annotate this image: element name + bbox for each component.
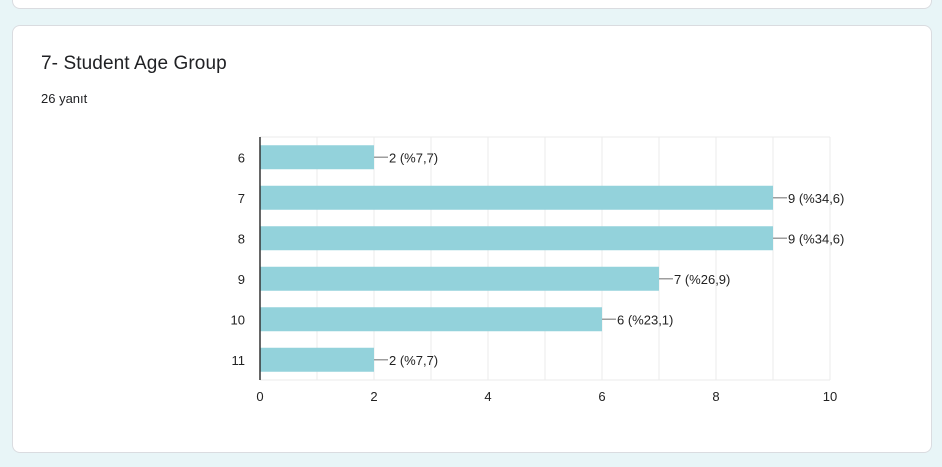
y-tick-label: 8 (238, 231, 245, 246)
y-tick-label: 11 (232, 353, 246, 368)
x-tick-label: 4 (484, 389, 491, 404)
y-tick-label: 7 (238, 191, 245, 206)
data-label: 2 (%7,7) (389, 150, 438, 165)
data-label: 9 (%34,6) (788, 231, 844, 246)
x-tick-label: 2 (370, 389, 377, 404)
x-tick-label: 10 (823, 389, 837, 404)
bar[interactable] (260, 145, 374, 170)
x-tick-label: 8 (712, 389, 719, 404)
response-count: 26 yanıt (41, 91, 88, 106)
data-label: 6 (%23,1) (617, 312, 673, 327)
bar[interactable] (260, 266, 659, 291)
data-label: 7 (%26,9) (674, 272, 730, 287)
bar[interactable] (260, 226, 773, 251)
x-tick-label: 0 (256, 389, 263, 404)
y-tick-label: 9 (238, 272, 245, 287)
y-tick-label: 10 (231, 312, 245, 327)
x-tick-label: 6 (598, 389, 605, 404)
bar[interactable] (260, 307, 602, 332)
data-label: 2 (%7,7) (389, 353, 438, 368)
y-tick-label: 6 (238, 150, 245, 165)
data-label: 9 (%34,6) (788, 191, 844, 206)
question-title: 7- Student Age Group (41, 53, 227, 74)
bar[interactable] (260, 185, 773, 210)
bar[interactable] (260, 347, 374, 372)
